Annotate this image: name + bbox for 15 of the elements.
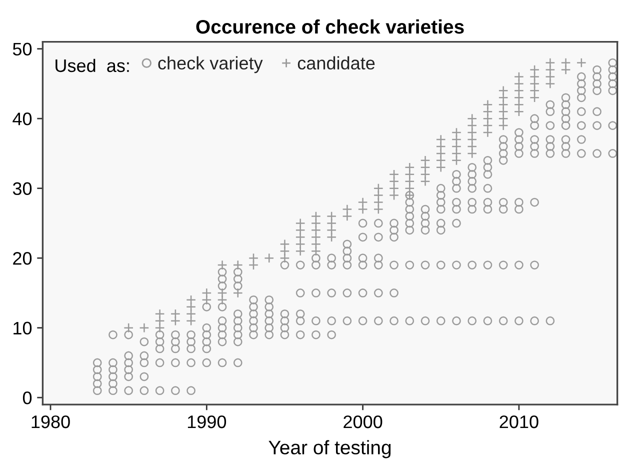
y-tick-label: 20 xyxy=(13,252,32,265)
legend-title: Used as: xyxy=(56,58,129,72)
legend-label: check variety xyxy=(158,56,263,74)
y-tick-label: 40 xyxy=(12,112,32,126)
x-tick-label: 1990 xyxy=(188,415,226,428)
y-tick-label: 10 xyxy=(14,322,32,335)
x-tick-label: 1980 xyxy=(32,415,70,428)
legend-label: candidate xyxy=(298,56,375,70)
y-tick-label: 30 xyxy=(12,182,32,196)
x-axis-title: Year of testing xyxy=(268,440,391,458)
y-tick-label: 50 xyxy=(12,42,32,56)
x-tick-label: 2000 xyxy=(344,415,382,428)
chart-title: Occurence of check varieties xyxy=(196,19,464,34)
x-tick-label: 2010 xyxy=(500,415,538,428)
y-tick-label: 0 xyxy=(22,392,32,404)
